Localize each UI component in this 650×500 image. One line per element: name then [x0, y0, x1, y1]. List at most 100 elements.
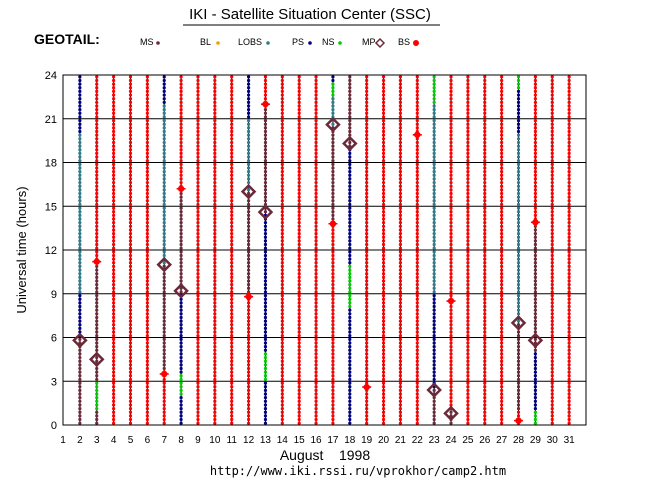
region-dot: [365, 82, 369, 86]
region-dot: [145, 86, 149, 90]
region-dot: [567, 199, 571, 203]
region-dot: [415, 264, 419, 269]
region-dot: [297, 191, 301, 196]
region-dot: [466, 359, 470, 363]
region-dot: [415, 385, 419, 389]
region-dot: [415, 304, 419, 309]
region-dot: [415, 359, 419, 363]
region-dot: [550, 239, 554, 243]
region-dot: [516, 115, 521, 119]
region-dot: [145, 118, 149, 123]
legend-label-bl: BL: [200, 37, 211, 47]
region-dot: [179, 312, 183, 316]
region-dot: [432, 100, 436, 104]
region-dot: [381, 235, 386, 239]
region-dot: [432, 293, 436, 298]
region-dot: [398, 352, 403, 356]
region-dot: [196, 184, 200, 188]
region-dot: [567, 319, 571, 323]
region-dot: [567, 177, 571, 181]
region-dot: [280, 388, 284, 392]
region-dot: [314, 406, 318, 411]
region-dot: [331, 250, 335, 254]
region-dot: [196, 122, 200, 126]
region-dot: [78, 392, 82, 396]
region-dot: [516, 392, 521, 396]
region-dot: [263, 250, 268, 254]
region-dot: [567, 166, 571, 170]
day-column-14: [280, 75, 284, 425]
region-dot: [162, 180, 166, 185]
region-dot: [246, 330, 251, 334]
x-tick-label-13: 13: [260, 435, 272, 446]
region-dot: [331, 297, 335, 301]
region-dot: [365, 308, 369, 312]
region-dot: [314, 210, 318, 214]
region-dot: [230, 370, 234, 374]
region-dot: [365, 111, 369, 115]
region-dot: [128, 275, 133, 279]
region-dot: [297, 93, 301, 97]
region-dot: [365, 173, 369, 177]
region-dot: [78, 304, 82, 309]
region-dot: [500, 108, 504, 112]
region-dot: [230, 170, 234, 174]
region-dot: [415, 326, 419, 330]
region-dot: [466, 126, 470, 130]
region-dot: [280, 129, 284, 134]
region-dot: [162, 129, 166, 134]
region-dot: [196, 100, 200, 104]
region-dot: [95, 348, 99, 352]
region-dot: [432, 78, 436, 83]
region-dot: [78, 348, 82, 352]
region-dot: [246, 242, 251, 247]
region-dot: [196, 133, 200, 137]
region-dot: [179, 352, 183, 356]
region-dot: [162, 206, 166, 210]
region-dot: [246, 250, 251, 254]
region-dot: [213, 257, 217, 261]
region-dot: [263, 290, 268, 294]
region-dot: [145, 93, 149, 97]
segment-bs: [179, 75, 183, 192]
region-dot: [230, 184, 234, 188]
region-dot: [550, 191, 554, 196]
region-dot: [533, 184, 537, 188]
region-dot: [348, 235, 352, 239]
region-dot: [95, 199, 99, 203]
region-dot: [112, 239, 116, 243]
region-dot: [516, 261, 521, 265]
region-dot: [179, 257, 183, 261]
region-dot: [128, 286, 133, 290]
region-dot: [196, 392, 200, 396]
region-dot: [432, 417, 436, 422]
region-dot: [415, 228, 419, 232]
region-dot: [567, 392, 571, 396]
region-dot: [145, 235, 149, 239]
region-dot: [500, 396, 504, 400]
region-dot: [415, 370, 419, 374]
region-dot: [567, 170, 571, 174]
region-dot: [449, 370, 453, 374]
x-tick-label-5: 5: [128, 435, 134, 446]
region-dot: [95, 319, 99, 323]
region-dot: [314, 308, 318, 312]
region-dot: [78, 97, 82, 101]
x-tick-label-17: 17: [327, 435, 339, 446]
region-dot: [230, 89, 234, 94]
region-dot: [246, 140, 251, 145]
region-dot: [365, 137, 369, 141]
region-dot: [331, 363, 335, 367]
region-dot: [567, 239, 571, 243]
region-dot: [196, 352, 200, 356]
region-dot: [348, 93, 352, 97]
region-dot: [415, 363, 419, 367]
region-dot: [112, 199, 116, 203]
region-dot: [280, 126, 284, 130]
region-dot: [314, 381, 318, 385]
region-dot: [263, 399, 268, 403]
region-dot: [280, 374, 284, 378]
region-dot: [432, 406, 436, 411]
region-dot: [263, 410, 268, 414]
region-dot: [297, 337, 301, 341]
